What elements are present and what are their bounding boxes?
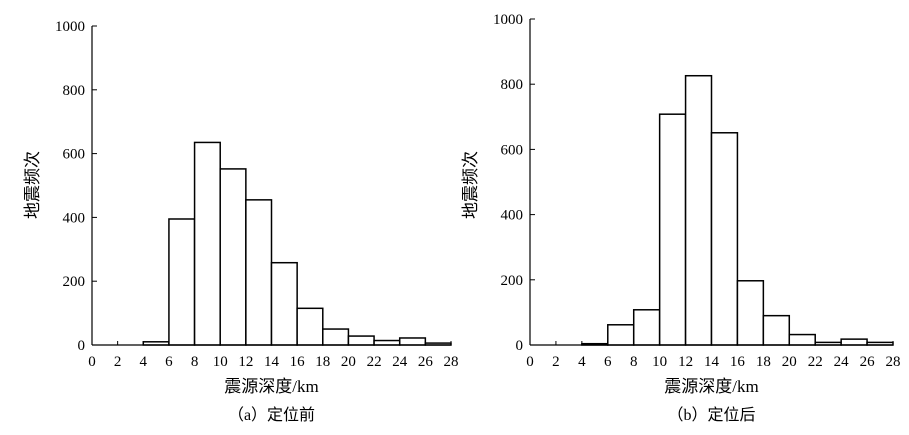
x-tick-label: 24 [834, 354, 850, 370]
x-axis-title: 震源深度/km [224, 377, 318, 396]
histogram-bar [168, 218, 196, 346]
x-tick-label: 10 [213, 354, 228, 370]
x-tick-label: 18 [315, 354, 330, 370]
x-tick-label: 22 [808, 354, 823, 370]
y-axis-title: 地震频次 [461, 151, 480, 219]
histogram-bar [296, 307, 324, 346]
histogram-bar [788, 333, 816, 346]
y-tick-label: 800 [63, 83, 86, 99]
x-tick-label: 26 [418, 354, 434, 370]
panel-caption: （a）定位前 [228, 406, 315, 424]
y-tick-label: 400 [501, 208, 524, 224]
x-tick-label: 18 [756, 354, 771, 370]
x-tick-label: 24 [392, 354, 408, 370]
y-tick-label: 0 [78, 338, 86, 354]
x-tick-label: 26 [860, 354, 876, 370]
histogram-bar [347, 335, 375, 346]
histogram-bar [219, 168, 247, 346]
histogram-bar [840, 338, 868, 346]
x-tick-label: 4 [140, 354, 148, 370]
x-tick-label: 0 [88, 354, 96, 370]
histogram-bar [193, 141, 221, 346]
panel-caption: （b）定位后 [667, 406, 755, 424]
y-tick-label: 200 [501, 273, 524, 289]
histogram-bar [736, 280, 765, 346]
y-tick-label: 800 [501, 77, 524, 93]
histogram-bar [373, 339, 401, 346]
histogram-bar [270, 261, 298, 346]
x-tick-label: 16 [730, 354, 746, 370]
x-tick-label: 14 [704, 354, 720, 370]
histogram-bar [398, 337, 427, 346]
histogram-bar [632, 309, 661, 346]
histogram-bar [684, 74, 713, 346]
x-tick-label: 10 [652, 354, 667, 370]
y-tick-label: 0 [516, 338, 524, 354]
x-tick-label: 12 [678, 354, 693, 370]
x-tick-label: 20 [341, 354, 356, 370]
y-axis-title: 地震频次 [23, 151, 42, 219]
x-tick-label: 8 [191, 354, 199, 370]
x-tick-label: 12 [238, 354, 253, 370]
y-tick-label: 600 [63, 147, 86, 163]
x-tick-label: 22 [367, 354, 382, 370]
histogram-bar [322, 328, 350, 346]
histogram-bar [710, 132, 739, 346]
histogram-bar [658, 113, 687, 346]
x-tick-label: 2 [552, 354, 560, 370]
y-tick-label: 400 [63, 210, 86, 226]
y-tick-label: 1000 [493, 12, 523, 28]
y-tick-label: 1000 [55, 19, 85, 35]
histogram-bar [762, 314, 791, 346]
x-tick-label: 16 [290, 354, 306, 370]
x-tick-label: 6 [604, 354, 612, 370]
x-tick-label: 6 [165, 354, 173, 370]
x-tick-label: 28 [886, 354, 901, 370]
x-axis-title: 震源深度/km [664, 377, 758, 396]
histogram-bar [607, 324, 635, 346]
x-tick-label: 4 [578, 354, 586, 370]
panel-b-after-relocation: 0 2 4 6 8 10 12 14 16 18 20 22 24 26 28020040060080010… [461, 12, 901, 424]
x-tick-label: 8 [630, 354, 638, 370]
x-tick-label: 28 [444, 354, 459, 370]
panel-a-before-relocation: 0 2 4 6 8 10 12 14 16 18 20 22 24 26 28020040060080010… [23, 19, 459, 424]
x-tick-label: 0 [526, 354, 534, 370]
x-tick-label: 2 [114, 354, 122, 370]
histogram-bar [245, 199, 273, 346]
y-tick-label: 600 [501, 142, 524, 158]
y-tick-label: 200 [63, 274, 86, 290]
x-tick-label: 14 [264, 354, 280, 370]
x-tick-label: 20 [782, 354, 797, 370]
